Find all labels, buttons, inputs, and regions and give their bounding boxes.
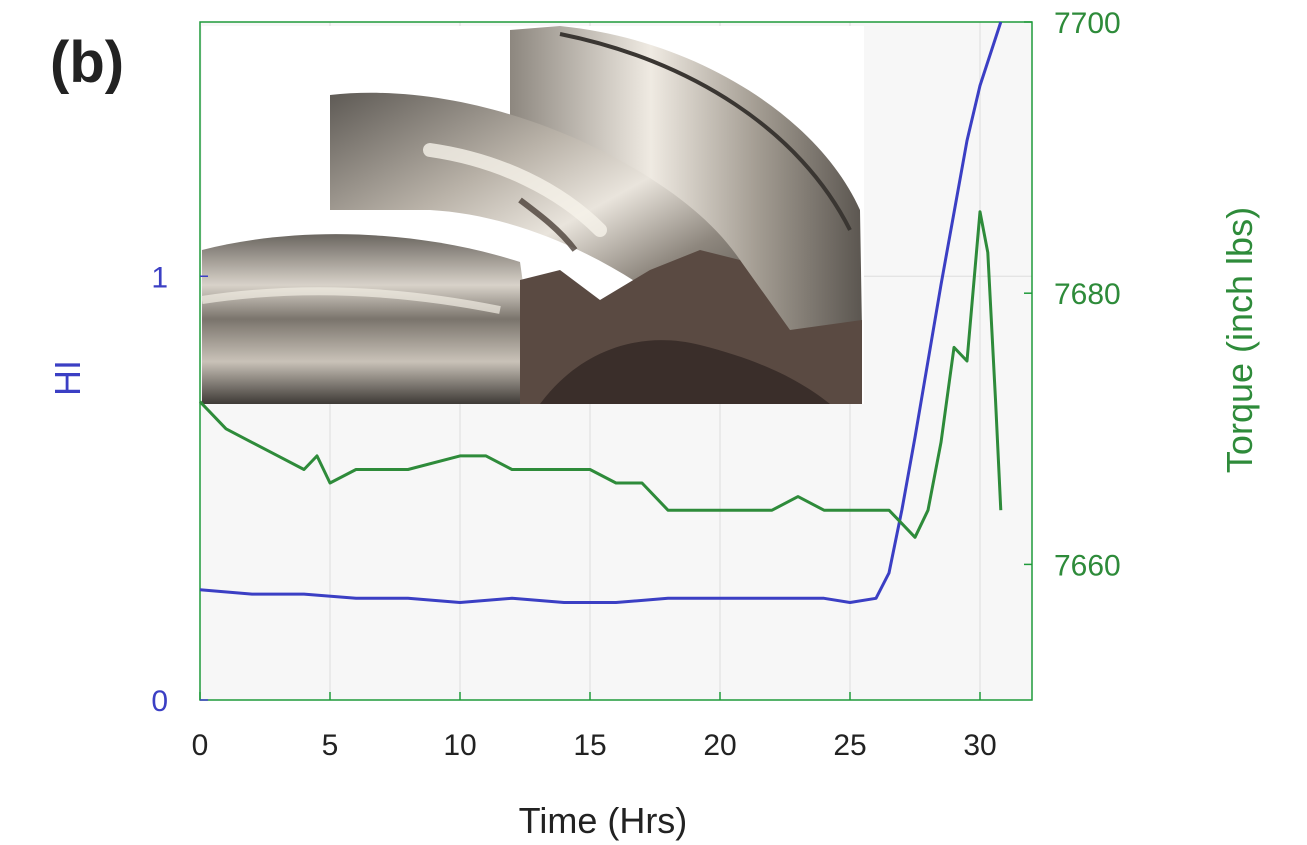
x-tick-label: 30	[963, 729, 996, 762]
front-highlight	[201, 287, 501, 314]
inset-gear-photo	[201, 26, 864, 404]
series-line-torque	[198, 210, 1003, 539]
panel-label: (b)	[50, 30, 124, 95]
right-tick-label: 7660	[1054, 549, 1121, 582]
wear-band	[423, 143, 607, 237]
gear-tooth-front	[202, 234, 540, 404]
series-line-hi	[199, 21, 1003, 604]
x-tick-label: 15	[573, 729, 606, 762]
left-tick-label: 1	[151, 261, 168, 294]
left-tick-label: 0	[151, 685, 168, 718]
x-tick-label: 25	[833, 729, 866, 762]
x-axis-ticks: 0 5 10 15 20 25 30	[192, 692, 997, 762]
plot-frame	[199, 21, 1033, 701]
right-axis-ticks: 7660 7680 7700	[1024, 7, 1121, 582]
x-tick-label: 20	[703, 729, 736, 762]
pinion-shadow	[540, 340, 830, 404]
right-axis-label: Torque (inch lbs)	[1219, 207, 1260, 473]
x-tick-label: 5	[322, 729, 339, 762]
x-tick-label: 10	[443, 729, 476, 762]
damage-mark	[518, 197, 578, 252]
series-layer	[198, 21, 1003, 604]
right-tick-label: 7680	[1054, 278, 1121, 311]
left-axis-ticks: 01	[151, 261, 208, 718]
gear-tooth-back	[510, 26, 862, 340]
x-axis-label: Time (Hrs)	[519, 800, 688, 841]
x-tick-label: 0	[192, 729, 209, 762]
frame-rect	[199, 21, 1033, 701]
right-tick-label: 7700	[1054, 7, 1121, 40]
left-axis-label: HI	[47, 360, 88, 396]
gear-tooth-edge	[559, 32, 852, 231]
